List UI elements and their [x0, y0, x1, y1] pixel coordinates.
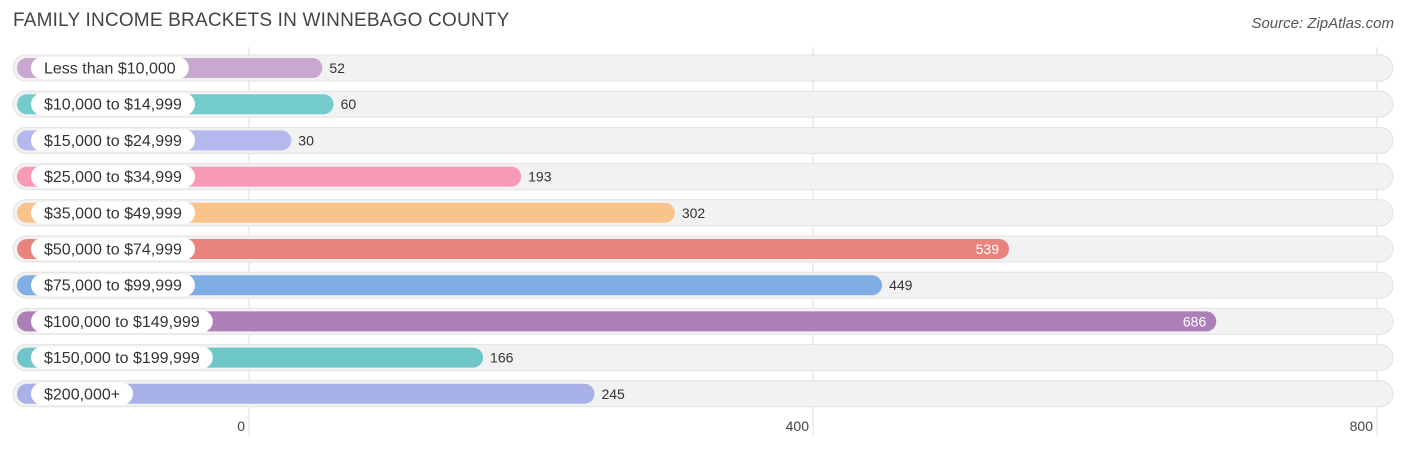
bar — [17, 275, 883, 296]
bar — [17, 311, 1217, 332]
category-label: $35,000 to $49,999 — [44, 205, 182, 222]
value-label: 302 — [682, 205, 706, 221]
bar-row: $35,000 to $49,999 302 — [12, 199, 1394, 227]
x-tick-label: 400 — [786, 418, 810, 434]
category-label: $75,000 to $99,999 — [44, 278, 182, 295]
category-label-pill — [31, 93, 196, 116]
value-label: 166 — [490, 350, 514, 366]
category-label: Less than $10,000 — [44, 61, 176, 78]
value-label: 539 — [976, 241, 1000, 257]
bar-row: $10,000 to $14,999 60 — [12, 90, 1394, 118]
bar-row: $75,000 to $99,999 449 — [12, 271, 1394, 299]
category-label: $150,000 to $199,999 — [44, 350, 200, 367]
bar — [17, 239, 1009, 259]
value-label: 30 — [298, 132, 314, 148]
bar-row: Less than $10,000 52 — [12, 54, 1394, 82]
bar-row: $150,000 to $199,999 166 — [12, 344, 1394, 372]
category-label-pill — [31, 201, 196, 224]
value-label: 449 — [889, 277, 913, 293]
bar-track — [12, 126, 1394, 154]
category-label-pill — [31, 165, 196, 188]
category-label: $200,000+ — [44, 386, 120, 403]
category-label-pill — [31, 129, 196, 152]
value-label: 193 — [528, 169, 552, 185]
category-label-pill — [31, 310, 213, 333]
value-label: 686 — [1183, 313, 1207, 329]
category-label-pill — [31, 238, 196, 260]
category-label-pill — [31, 382, 134, 405]
value-label: 60 — [341, 96, 357, 112]
bar-row: $25,000 to $34,999 193 — [12, 163, 1394, 191]
bar-row: $15,000 to $24,999 30 — [12, 126, 1394, 154]
category-label-pill — [31, 57, 189, 79]
bar-track — [12, 90, 1394, 118]
value-label: 52 — [329, 60, 345, 76]
bar-row: $200,000+ 245 — [12, 380, 1394, 408]
bar — [17, 383, 595, 404]
value-label: 245 — [601, 386, 625, 402]
bar-track — [12, 54, 1394, 82]
category-label: $15,000 to $24,999 — [44, 133, 182, 150]
category-label-pill — [31, 274, 196, 297]
category-label: $25,000 to $34,999 — [44, 169, 182, 186]
category-label: $10,000 to $14,999 — [44, 97, 182, 114]
category-label: $100,000 to $149,999 — [44, 314, 200, 331]
x-tick-label: 0 — [237, 418, 245, 434]
x-tick-label: 800 — [1350, 418, 1374, 434]
category-label-pill — [31, 346, 213, 369]
source-label: Source: ZipAtlas.com — [1251, 15, 1394, 32]
bar-row: $50,000 to $74,999 539 — [12, 235, 1394, 263]
chart-title: FAMILY INCOME BRACKETS IN WINNEBAGO COUN… — [13, 10, 510, 31]
bar-row: $100,000 to $149,999 686 — [12, 307, 1394, 335]
category-label: $50,000 to $74,999 — [44, 242, 182, 259]
